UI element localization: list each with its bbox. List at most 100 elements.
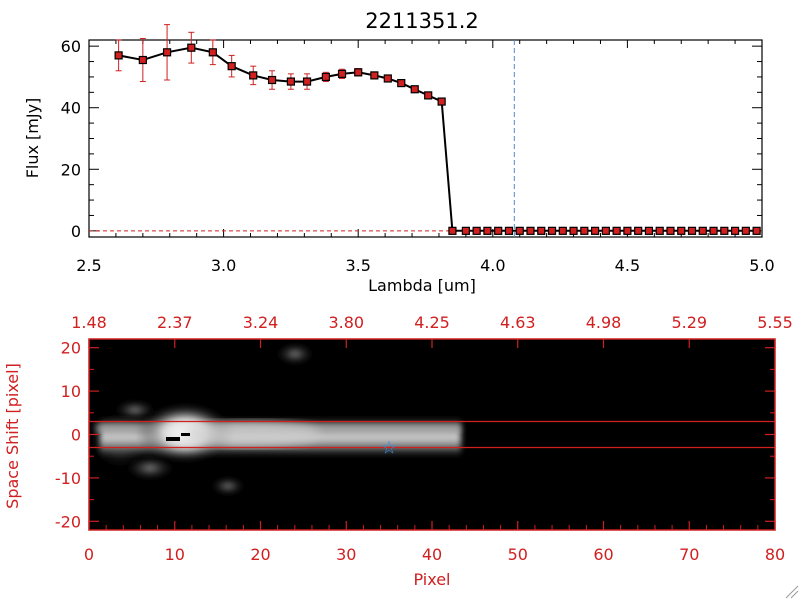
y-tick-label: -10 xyxy=(55,469,81,488)
spectrum-y-axis-label: Flux [mJy] xyxy=(23,98,42,179)
x-tick-label: 10 xyxy=(165,545,185,564)
noise-blob xyxy=(124,456,176,480)
spectrum-panel: 2211351.2 2.5 3.0 3.5 4.0 4.5 5.0 0 20 40 60 Lam… xyxy=(23,9,775,295)
x-tick-label: 60 xyxy=(593,545,613,564)
data-point xyxy=(114,51,123,60)
data-point xyxy=(687,226,697,235)
y-tick-label: -20 xyxy=(55,512,81,531)
data-point xyxy=(601,226,610,235)
data-point xyxy=(138,55,147,65)
trace-highlight xyxy=(180,421,320,447)
data-point xyxy=(437,97,446,106)
noise-blob xyxy=(113,400,157,420)
x-tick-label: 2.5 xyxy=(76,256,101,275)
data-point xyxy=(337,69,347,78)
x-tick-label: 3.0 xyxy=(211,256,236,275)
data-point xyxy=(302,77,312,86)
faint-source-blob xyxy=(275,343,315,365)
star-marker-icon: ☆ xyxy=(381,438,397,459)
spectrum-plot-area xyxy=(89,24,762,237)
space-shift-y-ticks: -20 -10 0 10 20 xyxy=(55,339,775,531)
data-point xyxy=(424,91,433,100)
x-tick-label: 20 xyxy=(250,545,270,564)
spectrum-y-ticks: 0 20 40 60 xyxy=(61,37,762,241)
y-tick-label: 0 xyxy=(71,426,81,445)
wavelength-tick-label: 5.55 xyxy=(757,313,793,332)
spectral-image-panel: ☆ 0 10 20 30 40 50 60 70 80 -20 -10 0 10 20 1.48 2.37… xyxy=(3,313,793,589)
x-tick-label: 50 xyxy=(508,545,528,564)
y-tick-label: 40 xyxy=(61,99,81,118)
data-point xyxy=(730,226,740,235)
pixel-x-ticks: 0 10 20 30 40 50 60 70 80 xyxy=(84,521,785,564)
data-point xyxy=(494,226,503,235)
data-point xyxy=(354,68,363,77)
x-tick-label: 5.0 xyxy=(749,256,774,275)
data-point xyxy=(249,71,258,80)
data-point xyxy=(208,48,217,57)
wavelength-tick-label: 5.29 xyxy=(671,313,707,332)
data-point xyxy=(698,226,707,235)
data-point xyxy=(644,226,654,235)
space-shift-y-axis-label: Space Shift [pixel] xyxy=(3,363,22,509)
wavelength-tick-label: 4.25 xyxy=(414,313,450,332)
data-point xyxy=(321,72,330,82)
extraction-aperture-lines xyxy=(89,420,775,449)
data-point xyxy=(504,226,514,235)
chart-title: 2211351.2 xyxy=(365,9,479,33)
data-point xyxy=(515,226,524,235)
data-point xyxy=(634,226,643,235)
data-point xyxy=(741,226,750,235)
data-point xyxy=(655,226,664,235)
data-point xyxy=(558,226,567,235)
wavelength-tick-label: 2.37 xyxy=(157,313,193,332)
x-tick-label: 80 xyxy=(765,545,785,564)
wavelength-tick-label: 4.98 xyxy=(586,313,622,332)
dead-pixel xyxy=(166,437,180,441)
x-tick-label: 0 xyxy=(84,545,94,564)
data-point xyxy=(370,71,379,80)
data-point xyxy=(483,226,492,235)
data-point xyxy=(227,62,236,71)
y-tick-label: 20 xyxy=(61,339,81,358)
data-point xyxy=(612,226,621,235)
data-point xyxy=(677,226,686,235)
data-point xyxy=(537,226,546,235)
y-tick-label: 0 xyxy=(71,222,81,241)
data-point xyxy=(187,43,196,52)
x-tick-label: 4.5 xyxy=(615,256,640,275)
spectral-image: ☆ xyxy=(89,343,775,495)
wavelength-tick-label: 1.48 xyxy=(71,313,107,332)
data-point xyxy=(162,48,172,57)
data-point xyxy=(526,226,535,235)
spectrum-x-axis-label: Lambda [um] xyxy=(368,276,476,295)
resize-grip-icon[interactable] xyxy=(785,585,799,599)
wavelength-top-ticks: 1.48 2.37 3.24 3.80 4.25 4.63 4.98 5.29 5.55 xyxy=(71,313,793,348)
data-point xyxy=(286,77,295,86)
wavelength-tick-label: 3.24 xyxy=(243,313,279,332)
spectrum-x-ticks: 2.5 3.0 3.5 4.0 4.5 5.0 xyxy=(76,40,775,275)
y-tick-label: 20 xyxy=(61,160,81,179)
x-tick-label: 30 xyxy=(336,545,356,564)
y-tick-label: 60 xyxy=(61,37,81,56)
data-point xyxy=(547,226,557,235)
data-point xyxy=(448,226,457,235)
y-tick-label: 10 xyxy=(61,382,81,401)
wavelength-tick-label: 4.63 xyxy=(500,313,536,332)
data-point xyxy=(720,226,729,235)
data-point xyxy=(569,226,578,235)
x-tick-label: 40 xyxy=(422,545,442,564)
data-point xyxy=(410,85,419,94)
data-point xyxy=(709,226,718,235)
wavelength-tick-label: 3.80 xyxy=(328,313,364,332)
data-point xyxy=(623,226,632,235)
spectrum-plot-frame xyxy=(88,39,763,238)
flux-series-line xyxy=(118,46,757,232)
x-tick-label: 3.5 xyxy=(345,256,370,275)
data-point xyxy=(472,226,481,235)
noise-blob xyxy=(210,477,246,495)
dead-pixel xyxy=(181,433,190,436)
x-tick-label: 70 xyxy=(679,545,699,564)
data-point xyxy=(590,226,600,235)
